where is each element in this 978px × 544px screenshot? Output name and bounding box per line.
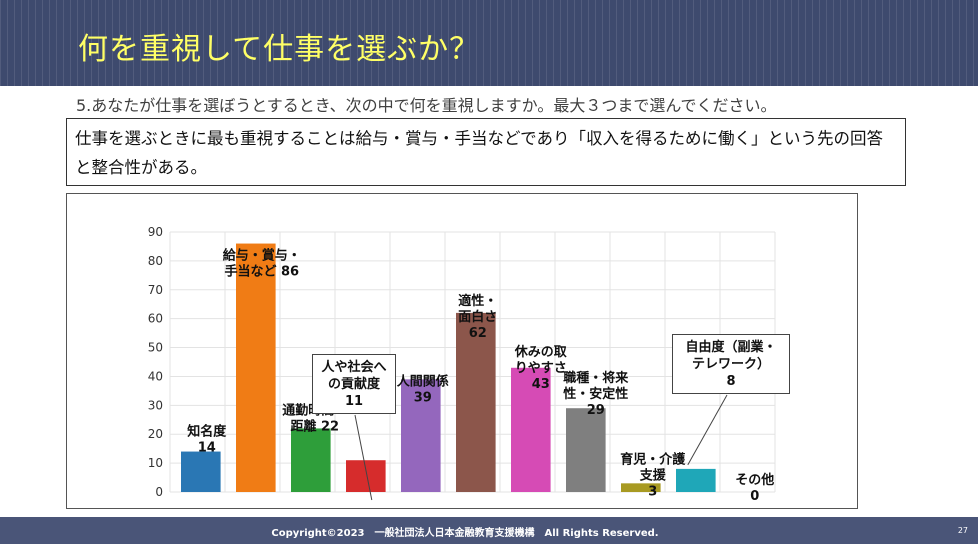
y-tick-label-80: 80 bbox=[148, 254, 163, 268]
callout-contribution-line2: の貢献度 bbox=[327, 377, 380, 392]
data-label-6: 休みの取りやすさ 43 bbox=[514, 344, 568, 392]
data-label-1: 給与・賞与・手当など 86 bbox=[223, 248, 301, 280]
summary-note: 仕事を選ぶときに最も重視することは給与・賞与・手当などであり「収入を得るために働… bbox=[66, 118, 906, 186]
copyright-text: Copyright©2023 一般社団法人日本金融教育支援機構 All Righ… bbox=[271, 528, 659, 539]
callout-contribution-line1: 人や社会へ bbox=[321, 360, 387, 375]
y-tick-label-0: 0 bbox=[155, 485, 163, 499]
bar-6 bbox=[511, 367, 551, 492]
question-text: 5.あなたが仕事を選ぼうとするとき、次の中で何を重視しますか。最大３つまで選んで… bbox=[76, 96, 777, 115]
footer-bar: Copyright©2023 一般社団法人日本金融教育支援機構 All Righ… bbox=[0, 517, 978, 544]
bar-8 bbox=[621, 483, 661, 492]
y-tick-label-70: 70 bbox=[148, 283, 163, 297]
data-label-5: 適性・面白さ 62 bbox=[458, 293, 497, 341]
slide-title: 何を重視して仕事を選ぶか？ bbox=[78, 32, 481, 67]
bar-5 bbox=[456, 312, 496, 492]
data-label-8: 育児・介護支援 3 bbox=[620, 451, 686, 499]
y-tick-label-40: 40 bbox=[148, 369, 163, 383]
bar-9 bbox=[676, 468, 716, 492]
callout-contribution-value: 11 bbox=[344, 394, 364, 409]
page-number: 27 bbox=[957, 526, 968, 535]
callout-freedom-value: 8 bbox=[726, 374, 736, 389]
y-tick-label-60: 60 bbox=[148, 312, 163, 326]
bar-2 bbox=[291, 428, 331, 492]
callout-freedom: 自由度（副業・ テレワーク） 8 bbox=[672, 334, 790, 394]
callout-contribution: 人や社会へ の貢献度 11 bbox=[312, 354, 396, 414]
bar-4 bbox=[401, 379, 441, 492]
data-label-7: 職種・将来性・安定性 29 bbox=[563, 370, 629, 418]
y-tick-label-50: 50 bbox=[148, 341, 163, 355]
bar-3 bbox=[346, 460, 386, 492]
y-tick-label-20: 20 bbox=[148, 427, 163, 441]
title-bar: 何を重視して仕事を選ぶか？ bbox=[0, 0, 978, 86]
data-label-4: 人間関係 39 bbox=[397, 373, 449, 405]
callout-leader-contribution bbox=[354, 414, 373, 501]
bar-0 bbox=[181, 451, 221, 492]
data-label-10: その他 0 bbox=[735, 472, 774, 504]
y-tick-label-10: 10 bbox=[148, 456, 163, 470]
bar-1 bbox=[236, 243, 276, 492]
data-label-0: 知名度 14 bbox=[187, 424, 227, 456]
callout-freedom-line1: 自由度（副業・ bbox=[685, 340, 777, 355]
callout-freedom-line2: テレワーク） bbox=[691, 357, 770, 372]
bar-7 bbox=[566, 408, 606, 492]
callout-leader-freedom bbox=[687, 394, 728, 466]
y-tick-label-90: 90 bbox=[148, 225, 163, 239]
y-tick-label-30: 30 bbox=[148, 398, 163, 412]
